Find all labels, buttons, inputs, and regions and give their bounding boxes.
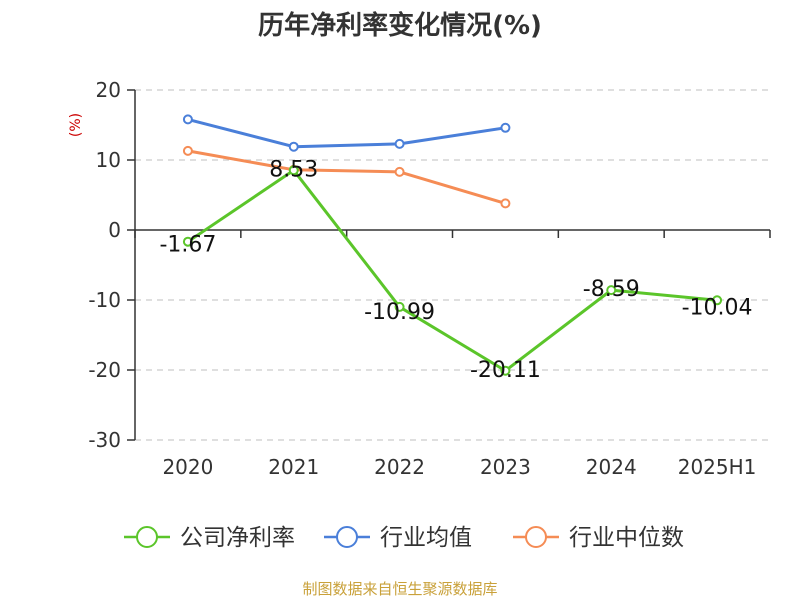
data-label: 8.53 xyxy=(269,157,318,182)
legend-label: 行业均值 xyxy=(380,525,472,551)
data-point[interactable] xyxy=(288,141,299,152)
series-line xyxy=(187,149,506,205)
series-0 xyxy=(182,165,723,376)
x-tick-label: 2022 xyxy=(374,455,425,479)
legend-item[interactable]: 行业中位数 xyxy=(513,525,684,551)
y-tick-label: 20 xyxy=(96,78,121,102)
data-point[interactable] xyxy=(394,166,405,177)
data-labels: -1.67 8.53 -10.99 -20.11 -8.59 -10.04 xyxy=(159,157,752,382)
data-point[interactable] xyxy=(712,295,723,306)
legend-label: 行业中位数 xyxy=(569,525,684,551)
data-label: -8.59 xyxy=(583,277,640,302)
series-1 xyxy=(182,114,511,152)
source-footnote: 制图数据来自恒生聚源数据库 xyxy=(302,580,497,598)
y-tick-label: -20 xyxy=(88,358,121,382)
y-axis-label: (%) xyxy=(68,113,84,137)
data-point[interactable] xyxy=(394,138,405,149)
y-tick-label: 0 xyxy=(108,218,121,242)
data-point[interactable] xyxy=(182,114,193,125)
x-tick-label: 2025H1 xyxy=(678,455,757,479)
data-point[interactable] xyxy=(394,301,405,312)
series-line xyxy=(187,168,718,373)
x-tick-label: 2020 xyxy=(162,455,213,479)
legend-marker xyxy=(136,526,158,548)
x-tick-label: 2024 xyxy=(586,455,637,479)
x-tick-label: 2023 xyxy=(480,455,531,479)
y-tick-label: -30 xyxy=(88,428,121,452)
data-point[interactable] xyxy=(288,165,299,176)
y-tick-label: 10 xyxy=(96,148,121,172)
series-2 xyxy=(182,145,511,209)
series-lines xyxy=(182,114,723,376)
legend-marker xyxy=(336,526,358,548)
data-label: -10.04 xyxy=(682,295,753,320)
legend: 公司净利率 行业均值 行业中位数 xyxy=(124,525,684,551)
grid-lines xyxy=(135,89,770,441)
data-point[interactable] xyxy=(182,145,193,156)
y-tick-label: -10 xyxy=(88,288,121,312)
data-point[interactable] xyxy=(500,365,511,376)
data-point[interactable] xyxy=(500,122,511,133)
data-point[interactable] xyxy=(606,285,617,296)
data-label: -20.11 xyxy=(470,358,541,383)
axes: 20 10 0 -10 -20 -30 2020 2021 2022 2023 2024 2025H1 xyxy=(88,78,771,479)
series-line xyxy=(187,117,506,149)
legend-item[interactable]: 公司净利率 xyxy=(124,525,295,551)
data-label: -10.99 xyxy=(364,300,435,325)
legend-marker xyxy=(525,526,547,548)
legend-label: 公司净利率 xyxy=(180,525,295,551)
x-tick-label: 2021 xyxy=(268,455,319,479)
data-label: -1.67 xyxy=(159,233,216,258)
legend-item[interactable]: 行业均值 xyxy=(324,525,472,551)
data-point[interactable] xyxy=(500,198,511,209)
chart-title: 历年净利率变化情况(%) xyxy=(258,10,542,41)
data-point[interactable] xyxy=(182,236,193,247)
